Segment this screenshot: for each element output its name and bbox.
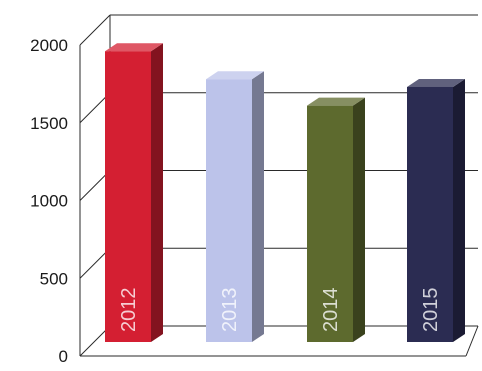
bar-side (353, 97, 365, 343)
bar-side (252, 71, 264, 343)
bar-2015: 2015 (407, 78, 465, 343)
bar-category-label: 2012 (118, 288, 140, 333)
bar-front (105, 51, 151, 342)
bar-top (105, 43, 163, 52)
bar-front (307, 105, 353, 343)
bar-category-label: 2014 (320, 288, 342, 333)
bar-side (453, 78, 465, 343)
gridline-side-2000 (79, 14, 111, 46)
y-axis-tick-labels: 0 500 1000 1500 2000 (30, 36, 68, 366)
bar-category-label: 2013 (219, 288, 241, 333)
y-tick-label: 0 (59, 347, 68, 366)
bar-front (206, 79, 252, 343)
bar-2013: 2013 (206, 71, 264, 343)
y-tick-label: 1500 (30, 114, 68, 133)
bar-2014: 2014 (307, 97, 365, 343)
y-tick-label: 2000 (30, 36, 68, 55)
bar-2012: 2012 (105, 43, 163, 342)
chart-bars: 2012 2013 2014 2015 (105, 43, 465, 343)
bar-front (407, 86, 453, 342)
bar-top (307, 97, 365, 106)
floor-right-edge (465, 325, 479, 357)
bar-top (407, 78, 465, 87)
y-tick-label: 500 (40, 269, 68, 288)
bar-top (206, 71, 264, 80)
bar-category-label: 2015 (420, 288, 442, 333)
bar-side (151, 43, 163, 342)
y-tick-label: 1000 (30, 192, 68, 211)
